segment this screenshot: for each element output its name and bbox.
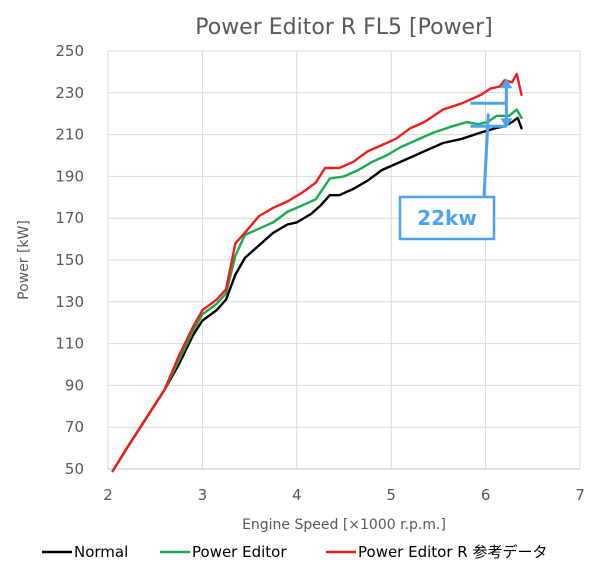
x-tick-label: 7 <box>575 486 585 504</box>
y-tick-label: 210 <box>55 126 84 144</box>
y-axis-label: Power [kW] <box>16 220 32 300</box>
series-lines <box>111 72 523 473</box>
annotation-arrow-head-down <box>500 118 513 129</box>
y-tick-label: 50 <box>65 460 84 478</box>
x-tick-label: 4 <box>292 486 302 504</box>
x-tick-label: 5 <box>386 486 396 504</box>
y-tick-label: 70 <box>65 418 84 436</box>
y-tick-label: 130 <box>55 293 84 311</box>
annotation-arrow-head-up <box>500 78 513 89</box>
x-tick-label: 3 <box>198 486 208 504</box>
y-tick-label: 190 <box>55 167 84 185</box>
annotation-callout-box <box>398 195 496 241</box>
legend: Normal Power Editor Power Editor R 参考データ <box>42 543 547 561</box>
y-tick-label: 90 <box>65 376 84 394</box>
y-tick-label: 150 <box>55 251 84 269</box>
series-line-0 <box>111 116 523 473</box>
y-tick-label: 110 <box>55 335 84 353</box>
chart-title: Power Editor R FL5 [Power] <box>195 15 492 40</box>
grid <box>107 50 581 470</box>
series-line-1 <box>111 108 523 473</box>
x-axis-label: Engine Speed [×1000 r.p.m.] <box>242 517 446 533</box>
annotation: 22kw <box>398 78 513 241</box>
series-line-2 <box>111 72 523 473</box>
x-tick-label: 6 <box>481 486 491 504</box>
axes: 2 3 4 5 6 7 50 70 90 110 130 150 170 190 210 230 250 <box>55 42 584 504</box>
legend-label-1: Power Editor <box>192 543 287 561</box>
annotation-callout-line <box>482 113 490 198</box>
y-tick-label: 230 <box>55 84 84 102</box>
legend-label-2: Power Editor R 参考データ <box>358 543 547 561</box>
annotation-label: 22kw <box>417 206 477 230</box>
y-tick-label: 170 <box>55 209 84 227</box>
x-tick-label: 2 <box>103 486 113 504</box>
y-tick-label: 250 <box>55 42 84 60</box>
legend-label-0: Normal <box>74 543 128 561</box>
